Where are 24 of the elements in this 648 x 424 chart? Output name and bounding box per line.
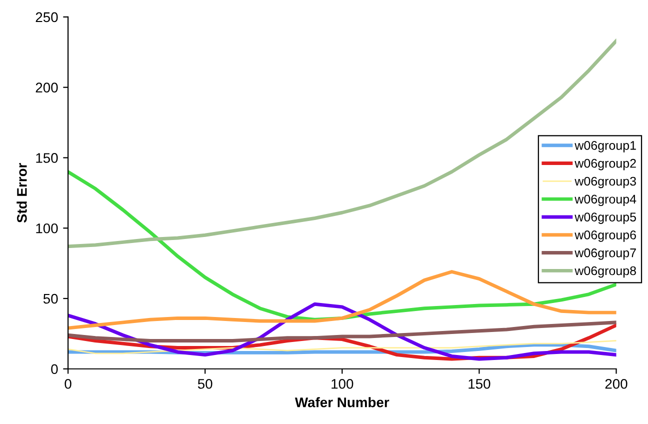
y-tick-label: 150 [36, 153, 58, 163]
x-tick-label: 0 [64, 378, 72, 389]
line-series [68, 320, 616, 342]
y-tick-label: 50 [43, 294, 58, 304]
line-series [68, 340, 616, 354]
legend-label: w06group8 [574, 266, 636, 278]
legend-label: w06group6 [574, 230, 636, 242]
x-axis-title: Wafer Number [294, 397, 390, 408]
legend-label: w06group1 [574, 141, 636, 152]
x-tick-label: 100 [332, 378, 354, 389]
line-series [68, 302, 616, 361]
legend-label: w06group7 [574, 248, 636, 260]
y-tick-label: 0 [51, 364, 58, 374]
legend-label: w06group4 [574, 194, 636, 206]
x-tick-label: 50 [198, 378, 212, 389]
y-axis-title: Std Error [16, 163, 27, 223]
legend-label: w06group3 [574, 176, 636, 188]
x-tick-label: 200 [605, 378, 628, 389]
legend-label: w06group5 [574, 212, 636, 224]
y-tick-label: 100 [36, 223, 58, 234]
y-tick-label: 200 [36, 82, 58, 93]
legend-label: w06group2 [574, 158, 636, 170]
x-tick-label: 150 [468, 378, 490, 389]
y-tick-label: 250 [36, 12, 58, 22]
